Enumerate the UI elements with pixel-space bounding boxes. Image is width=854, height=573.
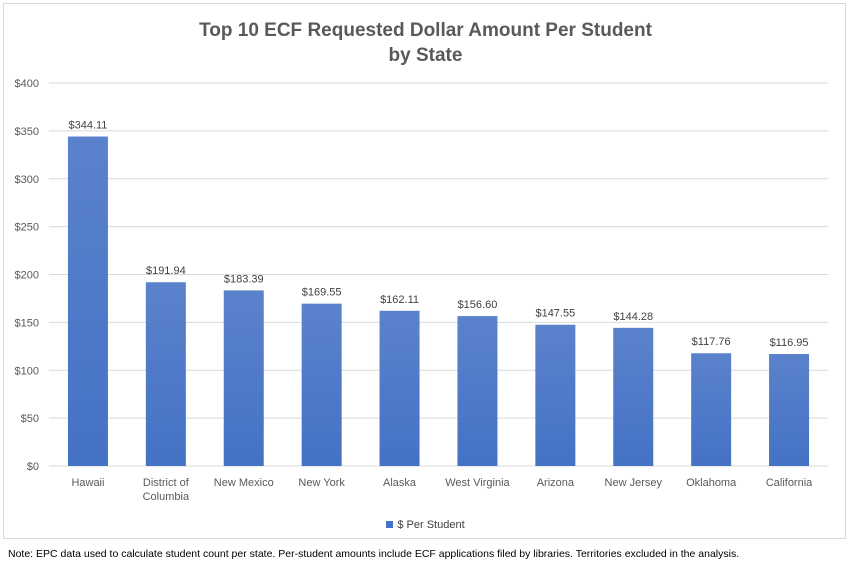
footnote: Note: EPC data used to calculate student… xyxy=(8,548,740,560)
x-tick-label: Arizona xyxy=(537,477,575,489)
y-tick-label: $150 xyxy=(15,317,39,329)
data-label: $162.11 xyxy=(380,294,419,306)
bar-chart: $0 $50 $100 $150 $200 $250 $300 $350 $400 $344.11… xyxy=(15,78,828,503)
y-tick-label: $350 xyxy=(15,126,39,138)
data-label: $117.76 xyxy=(692,336,731,348)
data-label: $169.55 xyxy=(302,287,342,299)
bar xyxy=(769,354,810,466)
y-tick-label: $250 xyxy=(15,222,39,234)
x-tick-label: Hawaii xyxy=(71,477,104,489)
bar xyxy=(613,327,654,466)
x-tick-label: Alaska xyxy=(383,477,417,489)
y-tick-label: $0 xyxy=(27,461,39,473)
data-label: $116.95 xyxy=(770,337,809,349)
x-tick-label: California xyxy=(766,477,813,489)
data-label: $156.60 xyxy=(458,299,498,311)
data-label: $147.55 xyxy=(535,308,575,320)
y-tick-label: $300 xyxy=(15,174,39,186)
data-label: $183.39 xyxy=(224,273,264,285)
data-label: $191.94 xyxy=(146,265,186,277)
y-tick-label: $200 xyxy=(15,270,39,282)
chart-title-line-2: by State xyxy=(388,45,463,66)
y-tick-label: $400 xyxy=(15,78,39,90)
x-tick-label: New Mexico xyxy=(214,477,274,489)
y-tick-label: $50 xyxy=(21,413,39,425)
legend: $ Per Student xyxy=(4,519,847,531)
x-tick-label: New Jersey xyxy=(605,477,663,489)
bar xyxy=(457,316,498,466)
x-tick-label: Columbia xyxy=(143,491,190,503)
legend-swatch xyxy=(386,520,394,528)
bar xyxy=(67,136,108,466)
x-tick-label: District of xyxy=(143,477,190,489)
data-label: $344.11 xyxy=(68,120,107,132)
bar xyxy=(535,324,576,466)
bar xyxy=(223,290,264,466)
bar xyxy=(691,353,732,466)
chart-title-line-1: Top 10 ECF Requested Dollar Amount Per S… xyxy=(199,20,652,41)
bar xyxy=(301,303,342,466)
bar xyxy=(145,282,186,466)
data-label: $144.28 xyxy=(613,311,653,323)
y-tick-label: $100 xyxy=(15,365,39,377)
bar xyxy=(379,310,420,466)
chart-frame: Top 10 ECF Requested Dollar Amount Per S… xyxy=(3,3,846,539)
x-tick-label: Oklahoma xyxy=(686,477,737,489)
legend-label: $ Per Student xyxy=(397,519,465,531)
x-tick-label: New York xyxy=(298,477,345,489)
chart-title: Top 10 ECF Requested Dollar Amount Per S… xyxy=(4,18,847,68)
x-tick-label: West Virginia xyxy=(445,477,510,489)
